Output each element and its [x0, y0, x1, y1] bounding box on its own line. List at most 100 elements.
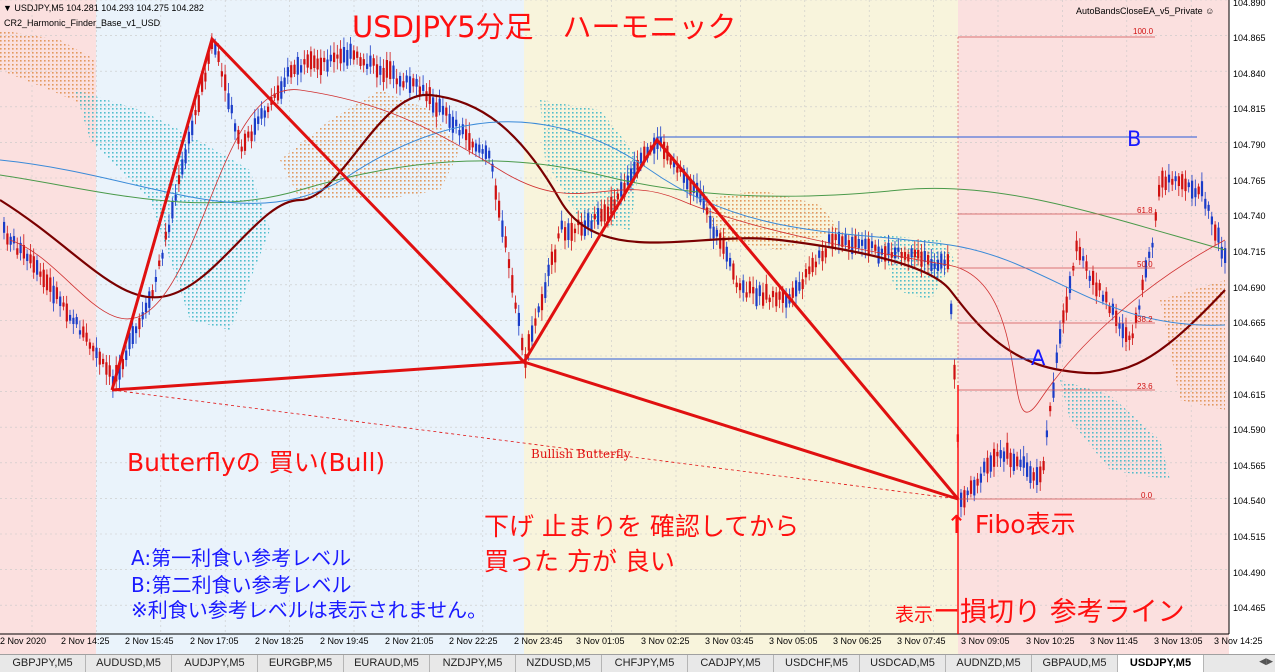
- price-tick: 104.715: [1233, 247, 1266, 257]
- tab-eurgbp[interactable]: EURGBP,M5: [258, 655, 344, 672]
- candle-body: [791, 287, 794, 298]
- candlesticks: [3, 33, 1227, 518]
- price-tick: 104.615: [1233, 390, 1266, 400]
- candle-body: [755, 288, 758, 307]
- tab-audnzd[interactable]: AUDNZD,M5: [946, 655, 1032, 672]
- candle-body: [488, 150, 491, 159]
- tab-gbpjpy[interactable]: GBPJPY,M5: [0, 655, 86, 672]
- candle-body: [181, 159, 184, 175]
- level-note: ※利食い参考レベルは表示されません。: [131, 598, 488, 622]
- candle-body: [676, 166, 679, 173]
- candle-body: [168, 224, 171, 232]
- candle-body: [910, 248, 913, 258]
- ea-name: AutoBandsCloseEA_v5_Private ☺: [1076, 6, 1215, 16]
- candle-body: [824, 248, 827, 258]
- candle-body: [62, 302, 65, 307]
- tab-audjpy[interactable]: AUDJPY,M5: [172, 655, 258, 672]
- candle-body: [128, 332, 131, 350]
- cloud-area: [280, 90, 460, 200]
- tab-audusd[interactable]: AUDUSD,M5: [86, 655, 172, 672]
- candle-body: [1200, 181, 1204, 197]
- tab-usdjpy[interactable]: USDJPY,M5: [1118, 655, 1204, 672]
- candle-body: [422, 84, 425, 91]
- candle-body: [257, 116, 260, 124]
- candle-body: [729, 257, 732, 267]
- marker-a: A: [1031, 346, 1046, 370]
- candle-body: [544, 282, 547, 299]
- candle-body: [1032, 472, 1035, 481]
- tab-scroll-arrows[interactable]: ◀▶: [1259, 656, 1273, 667]
- price-tick: 104.840: [1233, 69, 1266, 79]
- candle-body: [719, 233, 722, 249]
- candle-body: [379, 65, 382, 75]
- candle-body: [455, 119, 458, 127]
- candle-body: [626, 175, 629, 185]
- candle-body: [1108, 305, 1111, 314]
- fibo-level-label: 23.6: [1137, 382, 1153, 391]
- candle-body: [75, 317, 78, 325]
- candle-body: [696, 182, 699, 198]
- candle-body: [491, 163, 494, 172]
- price-tick: 104.515: [1233, 532, 1266, 542]
- collapse-triangle-icon[interactable]: ▼: [3, 3, 15, 13]
- tab-chfjpy[interactable]: CHFJPY,M5: [602, 655, 688, 672]
- candle-body: [722, 237, 725, 254]
- candle-body: [309, 51, 313, 70]
- tab-nzdusd[interactable]: NZDUSD,M5: [516, 655, 602, 672]
- candle-body: [976, 478, 979, 486]
- candle-body: [1019, 459, 1022, 468]
- candle-body: [1078, 246, 1081, 261]
- candle-body: [1065, 296, 1068, 313]
- candle-body: [1016, 456, 1019, 467]
- candle-body: [1092, 270, 1095, 286]
- price-tick: 104.790: [1233, 140, 1266, 150]
- candle-body: [1224, 248, 1227, 264]
- chart-title: USDJPY5分足 ハーモニック: [352, 10, 737, 44]
- tab-euraud[interactable]: EURAUD,M5: [344, 655, 430, 672]
- candle-body: [1088, 275, 1091, 281]
- price-tick: 104.540: [1233, 496, 1266, 506]
- candle-body: [366, 63, 369, 69]
- tab-usdchf[interactable]: USDCHF,M5: [774, 655, 860, 672]
- fibo-levels: [524, 36, 1197, 634]
- candle-body: [220, 71, 223, 77]
- candle-body: [468, 133, 471, 151]
- candle-body: [65, 303, 68, 322]
- candle-body: [1105, 291, 1108, 303]
- candle-body: [936, 259, 940, 271]
- pattern-label: Butterflyの 買い(Bull): [127, 448, 386, 477]
- tab-nzdjpy[interactable]: NZDJPY,M5: [430, 655, 516, 672]
- candle-body: [920, 251, 923, 267]
- candle-body: [877, 246, 880, 264]
- scroll-left-icon: ◀: [1259, 656, 1267, 666]
- candle-body: [986, 457, 989, 474]
- price-chart[interactable]: [0, 0, 1275, 654]
- candle-body: [296, 56, 299, 75]
- tab-cadjpy[interactable]: CADJPY,M5: [688, 655, 774, 672]
- candle-body: [801, 279, 804, 290]
- candle-body: [135, 326, 138, 334]
- candle-body: [177, 175, 181, 185]
- candle-body: [570, 222, 573, 241]
- candle-body: [758, 285, 761, 297]
- time-tick: 3 Nov 10:25: [1026, 636, 1075, 646]
- candle-body: [798, 282, 801, 291]
- fibo-level-label: 0.0: [1141, 491, 1153, 500]
- candle-body: [534, 318, 537, 326]
- price-tick: 104.465: [1233, 603, 1266, 613]
- candle-body: [224, 74, 227, 91]
- tab-gbpaud[interactable]: GBPAUD,M5: [1032, 655, 1118, 672]
- candle-body: [583, 220, 586, 236]
- candle-body: [531, 325, 534, 342]
- time-tick: 2 Nov 21:05: [385, 636, 434, 646]
- ma-red: [9, 89, 1226, 413]
- tab-usdcad[interactable]: USDCAD,M5: [860, 655, 946, 672]
- candle-body: [1154, 212, 1157, 221]
- candle-body: [300, 65, 303, 73]
- candle-body: [682, 168, 685, 183]
- candle-body: [395, 78, 398, 85]
- candle-body: [438, 98, 441, 113]
- candle-body: [610, 196, 613, 215]
- candle-body: [831, 233, 834, 248]
